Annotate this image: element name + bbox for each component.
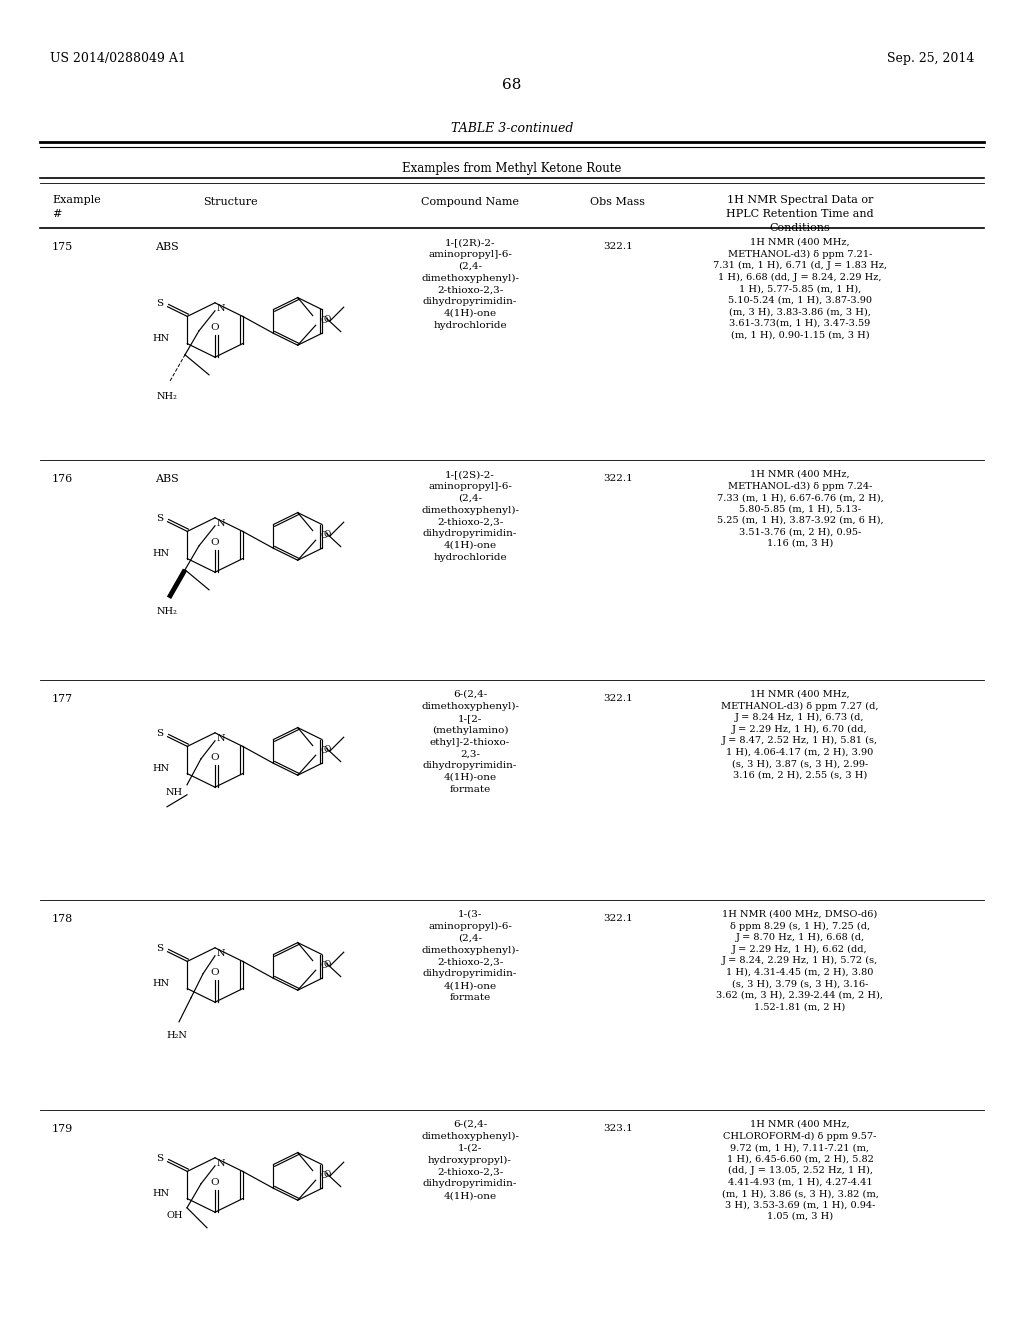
Text: 1H NMR (400 MHz,
CHLOROFORM-d) δ ppm 9.57-
9.72 (m, 1 H), 7.11-7.21 (m,
1 H), 6.: 1H NMR (400 MHz, CHLOROFORM-d) δ ppm 9.5…	[722, 1119, 879, 1221]
Text: 178: 178	[52, 913, 74, 924]
Text: 323.1: 323.1	[603, 1125, 633, 1133]
Text: 176: 176	[52, 474, 74, 484]
Text: O: O	[211, 537, 219, 546]
Text: Sep. 25, 2014: Sep. 25, 2014	[887, 51, 974, 65]
Text: O: O	[321, 961, 328, 970]
Text: 1H NMR (400 MHz,
METHANOL-d3) δ ppm 7.21-
7.31 (m, 1 H), 6.71 (d, J = 1.83 Hz,
1: 1H NMR (400 MHz, METHANOL-d3) δ ppm 7.21…	[713, 238, 887, 339]
Text: N: N	[217, 519, 225, 528]
Text: N: N	[217, 1159, 225, 1168]
Text: NH: NH	[166, 788, 183, 797]
Text: N: N	[217, 734, 225, 743]
Text: 1H NMR (400 MHz,
METHANOL-d3) δ ppm 7.27 (d,
J = 8.24 Hz, 1 H), 6.73 (d,
J = 2.2: 1H NMR (400 MHz, METHANOL-d3) δ ppm 7.27…	[721, 690, 879, 780]
Text: NH₂: NH₂	[157, 607, 177, 616]
Text: NH₂: NH₂	[157, 392, 177, 401]
Text: Structure: Structure	[203, 197, 257, 207]
Text: HN: HN	[153, 549, 169, 558]
Text: O: O	[324, 529, 331, 539]
Text: TABLE 3-continued: TABLE 3-continued	[451, 121, 573, 135]
Text: O: O	[321, 315, 328, 325]
Text: O: O	[211, 968, 219, 977]
Text: HN: HN	[153, 1189, 169, 1199]
Text: 322.1: 322.1	[603, 474, 633, 483]
Text: N: N	[217, 305, 225, 313]
Text: 322.1: 322.1	[603, 913, 633, 923]
Text: Examples from Methyl Ketone Route: Examples from Methyl Ketone Route	[402, 162, 622, 176]
Text: O: O	[324, 960, 331, 969]
Text: 1-[(2R)-2-
aminopropyl]-6-
(2,4-
dimethoxyphenyl)-
2-thioxo-2,3-
dihydropyrimidi: 1-[(2R)-2- aminopropyl]-6- (2,4- dimetho…	[421, 238, 519, 330]
Text: S: S	[156, 729, 163, 738]
Text: 68: 68	[503, 78, 521, 92]
Text: ABS: ABS	[155, 242, 179, 252]
Text: HN: HN	[153, 764, 169, 774]
Text: OH: OH	[167, 1212, 183, 1220]
Text: O: O	[321, 1171, 328, 1180]
Text: ABS: ABS	[155, 474, 179, 484]
Text: Example
#: Example #	[52, 195, 100, 219]
Text: 177: 177	[52, 694, 73, 704]
Text: S: S	[156, 513, 163, 523]
Text: O: O	[321, 746, 328, 755]
Text: 179: 179	[52, 1125, 74, 1134]
Text: 6-(2,4-
dimethoxyphenyl)-
1-(2-
hydroxypropyl)-
2-thioxo-2,3-
dihydropyrimidin-
: 6-(2,4- dimethoxyphenyl)- 1-(2- hydroxyp…	[421, 1119, 519, 1200]
Text: O: O	[211, 752, 219, 762]
Text: O: O	[324, 1170, 331, 1179]
Text: HN: HN	[153, 979, 169, 989]
Text: 6-(2,4-
dimethoxyphenyl)-
1-[2-
(methylamino)
ethyl]-2-thioxo-
2,3-
dihydropyrim: 6-(2,4- dimethoxyphenyl)- 1-[2- (methyla…	[421, 690, 519, 793]
Text: 175: 175	[52, 242, 74, 252]
Text: 1-(3-
aminopropyl)-6-
(2,4-
dimethoxyphenyl)-
2-thioxo-2,3-
dihydropyrimidin-
4(: 1-(3- aminopropyl)-6- (2,4- dimethoxyphe…	[421, 909, 519, 1002]
Text: S: S	[156, 1154, 163, 1163]
Text: S: S	[156, 944, 163, 953]
Text: O: O	[324, 314, 331, 323]
Text: HN: HN	[153, 334, 169, 343]
Text: O: O	[211, 1177, 219, 1187]
Text: O: O	[321, 531, 328, 540]
Text: N: N	[217, 949, 225, 958]
Text: Compound Name: Compound Name	[421, 197, 519, 207]
Text: O: O	[211, 322, 219, 331]
Text: 1H NMR (400 MHz, DMSO-d6)
δ ppm 8.29 (s, 1 H), 7.25 (d,
J = 8.70 Hz, 1 H), 6.68 : 1H NMR (400 MHz, DMSO-d6) δ ppm 8.29 (s,…	[717, 909, 884, 1011]
Text: S: S	[156, 300, 163, 308]
Text: US 2014/0288049 A1: US 2014/0288049 A1	[50, 51, 186, 65]
Text: 1H NMR (400 MHz,
METHANOL-d3) δ ppm 7.24-
7.33 (m, 1 H), 6.67-6.76 (m, 2 H),
5.8: 1H NMR (400 MHz, METHANOL-d3) δ ppm 7.24…	[717, 470, 884, 548]
Text: Obs Mass: Obs Mass	[591, 197, 645, 207]
Text: 322.1: 322.1	[603, 242, 633, 251]
Text: 1H NMR Spectral Data or
HPLC Retention Time and
Conditions: 1H NMR Spectral Data or HPLC Retention T…	[726, 195, 873, 234]
Text: 1-[(2S)-2-
aminopropyl]-6-
(2,4-
dimethoxyphenyl)-
2-thioxo-2,3-
dihydropyrimidi: 1-[(2S)-2- aminopropyl]-6- (2,4- dimetho…	[421, 470, 519, 562]
Text: H₂N: H₂N	[167, 1031, 187, 1040]
Text: O: O	[324, 744, 331, 754]
Text: 322.1: 322.1	[603, 694, 633, 704]
